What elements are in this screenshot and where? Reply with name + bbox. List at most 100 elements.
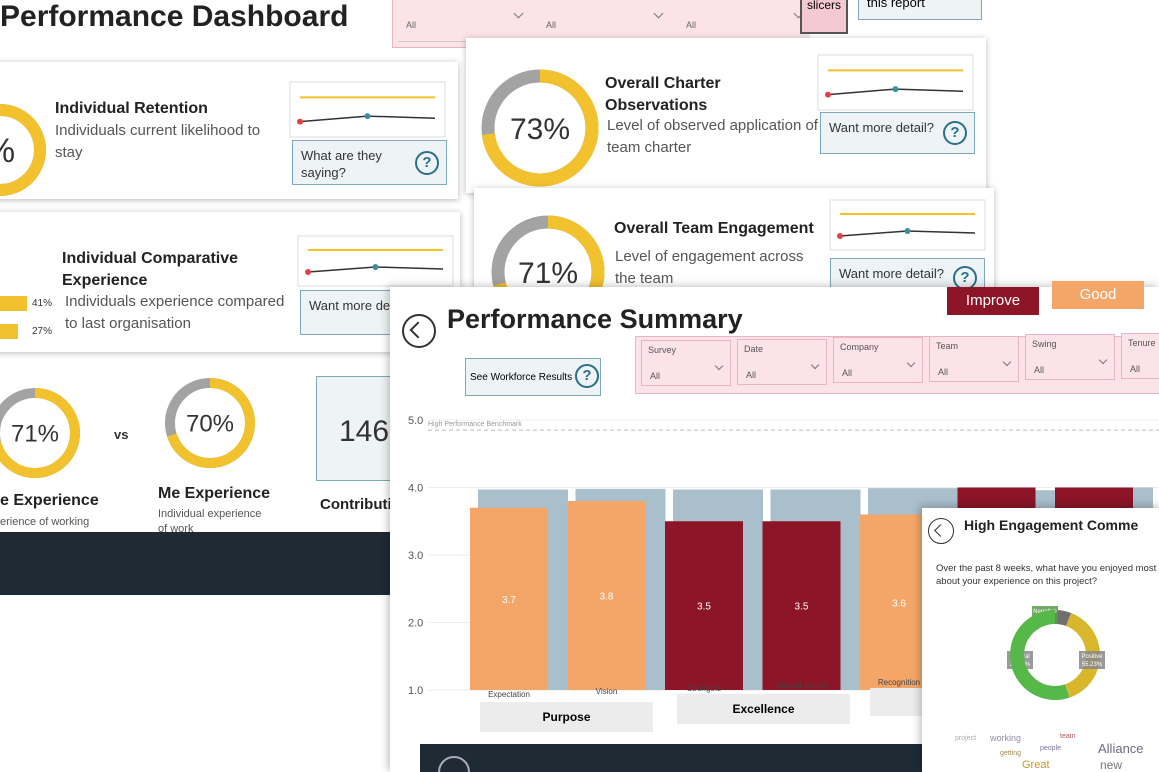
button[interactable]: slicers [800,0,848,34]
x-tick-label: Shared values [776,681,827,690]
x-tick-label: Strengths [687,684,721,693]
back-button[interactable] [928,518,954,544]
value-label: 3.8 [600,592,614,603]
slicer[interactable]: Team All [398,0,530,42]
slicer-value: All [746,369,757,380]
slicer-value: All [1130,363,1141,374]
value-label: 3.5 [795,602,809,613]
button-label: Want more detail? [839,266,945,281]
slicer-label: Date [744,343,764,354]
sparkline-dot [297,118,303,125]
donut-slice [1010,610,1070,700]
gauge-label: 71% [11,421,59,448]
x-tick-label: Vision [596,687,618,696]
slicer[interactable]: All [538,0,670,42]
help-icon[interactable]: ? [415,150,439,175]
back-button[interactable] [402,314,436,348]
gauge: 71% [0,388,80,478]
value-label: 3.6 [892,598,906,609]
bar [0,296,27,311]
panel-title: Performance Summary [447,304,743,334]
gauge-arc [481,69,599,187]
sparkline-box [817,54,974,111]
metric-title: Contributio [320,496,401,513]
legend-item: Improve [947,287,1039,315]
value-label: 3.7 [502,595,516,606]
question: Over the past 8 weeks, what have you enj… [936,563,1157,587]
card-description: Individuals experience compared to last … [65,293,285,332]
panel [922,508,1159,772]
gauge-label: % [0,132,15,170]
gauge: 70% [165,378,255,468]
gauge-label: 70% [186,411,234,438]
bar-label: 27% [32,326,53,337]
sparkline [817,54,974,111]
word: getting [1000,750,1022,757]
button[interactable]: What are they saying? [292,140,447,185]
slicer[interactable]: Company All [833,337,923,383]
slicer[interactable]: All [678,0,810,42]
help-icon[interactable]: ? [575,364,599,388]
sparkline-dot [372,264,379,270]
sparkline [829,199,986,251]
value-label: 3.5 [697,602,711,613]
card-description: Level of engagement across the team [615,248,804,287]
panel-title: High Engagement Comme [964,517,1139,533]
bar-label: 41% [32,298,53,309]
sparkline-box [289,81,446,138]
sparkline [289,81,446,138]
x-tick-label: Recognition [878,678,920,687]
slicer[interactable]: Date All [737,338,827,385]
sparkline-dot [364,113,371,120]
slicer-label: Swing [1032,339,1057,349]
metric-title: Me Experience [158,485,271,502]
x-tick-label: Expectation [488,690,530,699]
sparkline-box [829,199,986,251]
word: team [1060,733,1076,740]
slicer-label: Survey [648,345,677,355]
slicer-label: Team [406,0,428,2]
group-label: Purpose [480,702,653,732]
y-tick-label: 5.0 [408,415,423,427]
page-title: Performance Dashboard [0,0,349,33]
slicer-label: Company [840,342,879,352]
button-label: What are they saying? [301,148,382,180]
gauge-arc [0,388,80,478]
slicer[interactable]: Team All [929,335,1019,382]
y-tick-label: 4.0 [408,483,423,495]
slice-name: Positive [1081,654,1103,660]
metric-description: erience of working [0,516,90,528]
card-title: Overall Team Engagement [614,220,814,237]
help-icon[interactable]: ? [943,121,967,145]
card-description: Individuals current likelihood to stay [55,122,261,161]
slicer[interactable]: Survey All [641,340,731,386]
slicer[interactable]: Swing All [1025,334,1115,380]
gauge: % [0,104,46,196]
slice-label: 55.23% [1082,662,1103,668]
slicer[interactable]: Tenure All [1121,332,1159,379]
slicer-value: All [938,366,949,377]
button-label: Want more detail? [309,298,415,313]
legend-item: Good [1052,281,1144,309]
button-label: Want more detail? [829,120,935,135]
bar [567,501,646,690]
slicer-value: All [686,20,697,30]
word: project [955,735,977,742]
y-tick-label: 2.0 [408,618,423,630]
sparkline-dot [904,228,911,234]
word: Alliance [1098,741,1144,756]
y-tick-label: 3.0 [408,550,423,562]
bar [470,507,548,690]
word: people [1040,745,1062,752]
benchmark-label: High Performance Benchmark [428,421,522,428]
gauge-arc [165,378,255,468]
group-label [870,688,925,716]
sparkline [297,235,454,287]
sparkline-dot [837,233,843,239]
slicer-value: All [650,371,661,381]
slicer-label: Team [936,340,959,351]
footer-band [0,532,405,595]
button[interactable]: this report [858,0,982,20]
word: Great [1022,759,1050,771]
slicer-label: Tenure [1128,337,1156,348]
